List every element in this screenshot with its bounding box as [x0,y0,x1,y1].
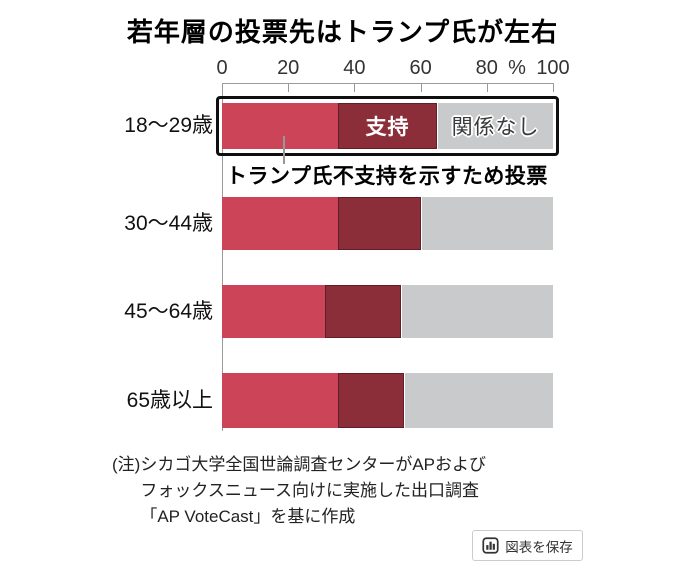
chart-title: 若年層の投票先はトランプ氏が左右 [126,17,559,47]
axis-line-vertical [222,83,223,431]
note-line: フォックスニュース向けに実施した出口調査 [140,481,479,500]
bar-segment-none [404,373,553,428]
segment-label-support: 支持 [365,116,410,139]
note-line: 「AP VoteCast」を基に作成 [140,507,356,526]
bar-segment-none: 関係なし [437,103,553,149]
axis-tick-label: 80 [475,57,498,79]
bar-row: 支持 関係なし [222,103,553,149]
axis-tick-mark [420,83,422,92]
axis-line-horizontal [222,83,553,84]
axis-tick-label: 20 [277,57,300,79]
bar-segment-none [400,285,553,338]
axis-tick-label: 60 [409,57,432,79]
segment-label-none: 関係なし [451,116,540,139]
axis-tick-label: 100 [536,57,570,79]
callout-line [283,136,285,164]
bar-row [222,285,553,338]
note-prefix: (注) [112,455,141,474]
row-label: 18～29歳 [124,114,213,137]
axis-tick-label: 40 [343,57,366,79]
axis-tick-mark [354,83,356,92]
bar-segment-oppose [222,373,338,428]
axis-unit-label: % [508,57,526,79]
axis-tick-mark [288,83,290,92]
bar-segment-support [337,197,421,250]
bar-chart-icon [482,537,499,554]
bar-row [222,373,553,428]
row-label: 65歳以上 [126,388,213,412]
bar-segment-support [337,373,405,428]
bar-segment-oppose [222,197,338,250]
source-note: (注) シカゴ大学全国世論調査センターがAPおよび フォックスニュース向けに実施… [112,452,486,530]
axis-tick-mark [553,83,554,92]
bar-segment-support: 支持 [337,103,438,149]
save-chart-button[interactable]: 図表を保存 [472,530,583,561]
bar-row [222,197,553,250]
bar-segment-none [420,197,553,250]
axis-tick-label: 0 [216,57,228,79]
row-label: 45～64歳 [124,299,213,323]
bar-segment-oppose [222,285,325,338]
note-lines: シカゴ大学全国世論調査センターがAPおよび フォックスニュース向けに実施した出口… [140,452,486,530]
axis-tick-mark [486,83,488,92]
save-chart-label: 図表を保存 [505,539,573,555]
note-line: シカゴ大学全国世論調査センターがAPおよび [140,455,487,474]
callout-label: トランプ氏不支持を示すため投票 [226,165,548,188]
row-label: 30～44歳 [124,211,213,235]
bar-segment-support [324,285,401,338]
bar-segment-oppose [222,103,338,149]
